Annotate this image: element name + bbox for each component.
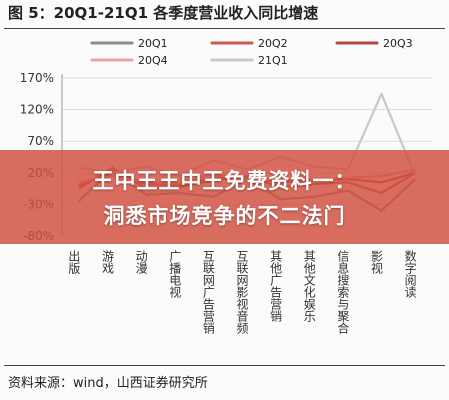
category-label: 影视 xyxy=(370,250,384,274)
source-note: 资料来源：wind，山西证券研究所 xyxy=(8,376,208,391)
category-label: 出版 xyxy=(67,250,81,275)
legend: 20Q1 20Q2 20Q3 20Q4 21Q1 xyxy=(90,37,413,67)
category-label: 信息搜索与聚合 xyxy=(336,250,350,334)
y-tick-label: 170% xyxy=(20,71,54,85)
category-label: 其他文化娱乐 xyxy=(302,250,316,322)
category-label: 游戏 xyxy=(100,250,114,275)
category-label: 互联网广告营销 xyxy=(201,250,215,334)
category-labels: 出版 游戏 动漫 广播电视 互联网广告营销 互联网影视音频 其他广告营销 其他文化娱乐 信息搜索… xyxy=(67,249,417,335)
top-rule xyxy=(4,28,445,29)
legend-label-20q3: 20Q3 xyxy=(383,37,413,50)
category-label: 其他广告营销 xyxy=(269,250,283,322)
legend-label-20q4: 20Q4 xyxy=(138,54,168,67)
y-tick-label: 120% xyxy=(20,103,54,117)
banner-line-1: 王中王王中王免费资料一： xyxy=(92,169,357,193)
legend-label-20q2: 20Q2 xyxy=(258,37,288,50)
y-tick-label: 70% xyxy=(27,134,54,148)
overlay-banner xyxy=(0,150,449,244)
category-label: 互联网影视音频 xyxy=(235,250,249,335)
legend-label-21q1: 21Q1 xyxy=(258,54,288,67)
category-label: 动漫 xyxy=(134,250,148,275)
legend-label-20q1: 20Q1 xyxy=(138,37,168,50)
bottom-rule xyxy=(4,365,445,366)
category-label: 广播电视 xyxy=(168,250,182,298)
banner-line-2: 洞悉市场竞争的不二法门 xyxy=(103,204,346,228)
category-label: 数字阅读 xyxy=(403,249,417,299)
figure-title: 图 5：20Q1-21Q1 各季度营业收入同比增速 xyxy=(8,4,319,22)
